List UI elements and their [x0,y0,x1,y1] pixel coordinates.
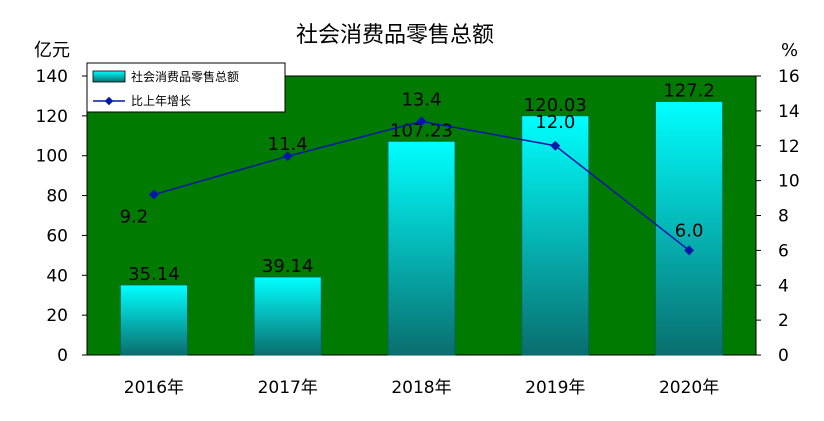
right-axis-tick-label: 4 [778,276,789,296]
chart-title: 社会消费品零售总额 [296,23,494,48]
right-axis-tick-label: 8 [778,207,789,227]
right-axis-tick-label: 0 [778,346,789,366]
x-axis: 2016年 2017年 2018年 2019年 2020年 [124,378,719,398]
left-axis-tick-label: 0 [57,346,68,366]
left-axis-tick-label: 60 [46,226,68,246]
bar [253,276,322,356]
legend-bar-swatch [92,70,126,83]
line-data-label: 6.0 [675,220,704,241]
line-data-label: 13.4 [401,89,441,110]
x-axis-tick-label: 2020年 [659,378,719,398]
line-data-label: 9.2 [120,207,149,228]
right-axis-unit: % [781,40,798,61]
x-axis-tick-label: 2017年 [258,378,318,398]
right-axis-tick-label: 12 [778,137,800,157]
left-axis-unit: 亿元 [34,40,70,61]
left-axis-tick-label: 120 [36,107,68,127]
right-axis: 0 2 4 6 8 10 12 14 16 [756,67,800,366]
bar-series [120,101,723,356]
left-axis: 0 20 40 60 80 100 120 140 [36,67,87,366]
legend-line-marker [104,96,114,106]
right-axis-tick-label: 16 [778,67,800,87]
legend: 社会消费品零售总额 比上年增长 [86,62,286,113]
legend-bar-label: 社会消费品零售总额 [131,69,239,84]
bar [120,284,188,356]
line-point [550,140,561,151]
bar [655,101,723,356]
x-axis-tick-label: 2016年 [124,378,184,398]
right-axis-tick-label: 2 [778,311,789,331]
line-data-label: 11.4 [268,134,308,155]
bar [387,140,456,356]
left-axis-tick-label: 140 [36,67,68,87]
bar [521,115,590,356]
x-axis-tick-label: 2019年 [525,378,585,398]
x-axis-tick-label: 2018年 [391,378,451,398]
line-point [148,189,159,200]
bar-data-label: 127.2 [663,81,715,102]
line-point [684,245,695,256]
right-axis-tick-label: 14 [778,102,800,122]
left-axis-tick-label: 20 [46,306,68,326]
bar-data-label: 39.14 [262,256,314,277]
legend-line-label: 比上年增长 [131,94,191,108]
left-axis-tick-label: 100 [36,147,68,167]
bar-data-label: 120.03 [524,95,587,116]
line-data-label: 12.0 [535,112,575,133]
left-axis-tick-label: 40 [46,266,68,286]
bar-data-label: 35.14 [128,264,180,285]
left-axis-tick-label: 80 [46,187,68,207]
right-axis-tick-label: 10 [778,172,800,192]
line-point [282,151,293,162]
right-axis-tick-label: 6 [778,241,789,261]
